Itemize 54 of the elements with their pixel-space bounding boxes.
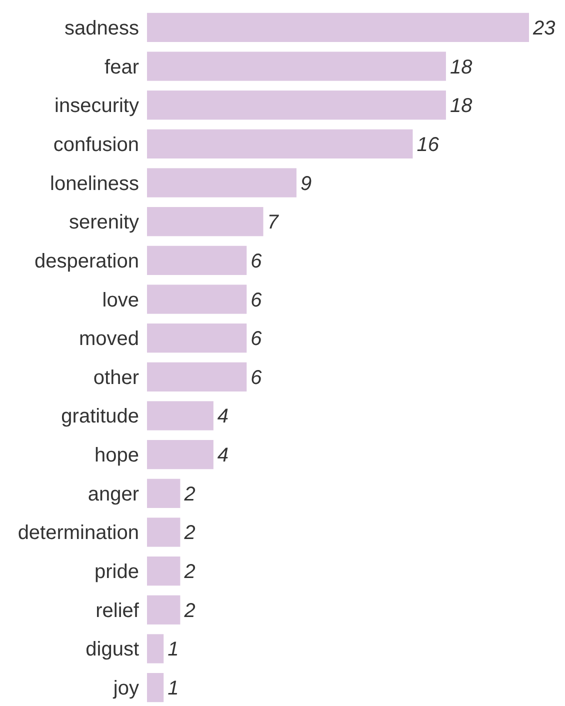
data-label: 9: [300, 172, 312, 195]
bar: [147, 518, 180, 547]
bar: [147, 324, 247, 353]
data-label: 16: [416, 134, 440, 156]
y-tick-label: sadness: [64, 17, 139, 40]
bar: [147, 595, 180, 624]
y-tick-label: loneliness: [50, 172, 139, 195]
bar: [147, 246, 247, 275]
y-tick-label: confusion: [53, 134, 139, 156]
y-tick-label: love: [102, 289, 139, 312]
bar: [147, 440, 214, 470]
bar: [147, 129, 413, 158]
data-label: 1: [168, 638, 179, 661]
bar: [147, 284, 247, 314]
bar: [147, 401, 214, 430]
data-label: 18: [450, 95, 472, 118]
y-tick-label: fear: [104, 56, 140, 78]
bar: [147, 362, 247, 392]
data-label: 6: [250, 366, 263, 389]
y-tick-label: relief: [96, 600, 140, 622]
data-label: 23: [532, 17, 556, 40]
y-tick-label: desperation: [34, 250, 139, 272]
y-tick-label: determination: [18, 522, 139, 544]
y-tick-label: joy: [112, 678, 139, 700]
data-label: 2: [183, 561, 196, 584]
data-label: 4: [217, 406, 229, 428]
y-tick-label: pride: [94, 561, 139, 584]
y-tick-label: insecurity: [54, 95, 139, 118]
y-tick-label: anger: [88, 483, 140, 506]
data-label: 1: [168, 678, 179, 700]
data-label: 4: [217, 444, 229, 467]
bar: [147, 207, 264, 236]
data-label: 2: [183, 600, 196, 622]
data-label: 18: [450, 56, 472, 78]
data-label: 6: [250, 328, 263, 350]
y-tick-label: digust: [86, 638, 140, 661]
bar: [147, 12, 529, 42]
y-tick-label: gratitude: [61, 406, 139, 428]
y-tick-label: serenity: [68, 212, 139, 234]
data-label: 2: [183, 483, 196, 506]
data-label: 6: [250, 289, 263, 312]
bar: [147, 672, 164, 702]
bar: [147, 634, 164, 664]
bar: [147, 90, 446, 120]
bar: [147, 168, 296, 198]
y-tick-label: moved: [78, 328, 139, 350]
data-label: 6: [250, 250, 263, 272]
y-tick-label: hope: [94, 444, 139, 467]
data-label: 2: [183, 522, 196, 544]
bar: [147, 52, 446, 81]
bar: [147, 556, 180, 586]
y-tick-label: other: [93, 366, 140, 389]
bar: [147, 478, 180, 508]
data-label: 7: [267, 212, 280, 234]
